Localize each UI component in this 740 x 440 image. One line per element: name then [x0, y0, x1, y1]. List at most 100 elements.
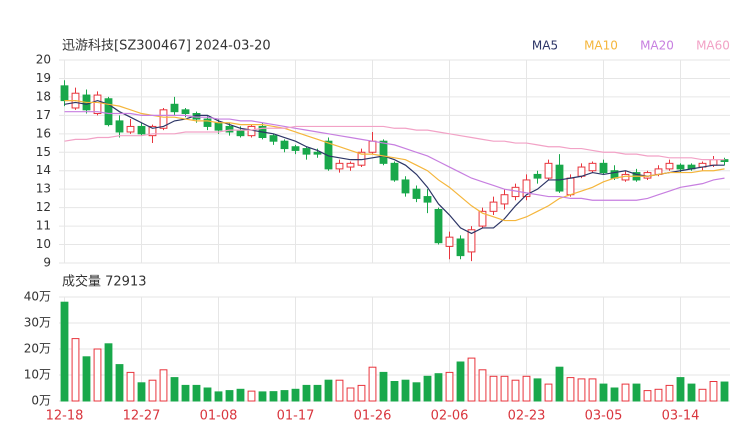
candle-body [225, 125, 234, 133]
volume-bar [665, 384, 674, 402]
legend-entry: MA20 [640, 39, 674, 53]
y-tick-label: 10万 [24, 368, 51, 382]
volume-bar [368, 366, 377, 402]
candle-body [665, 162, 674, 170]
x-tick-label: 03-14 [662, 409, 700, 424]
ma-line [64, 99, 725, 235]
volume-title: 成交量 72913 [62, 274, 147, 290]
volume-bar [555, 366, 564, 402]
volume-bar [181, 384, 190, 402]
candle-body [467, 229, 476, 253]
candle-body [214, 122, 223, 131]
x-tick-label: 02-06 [431, 409, 469, 424]
volume-bar [709, 381, 718, 402]
candle-body [555, 164, 564, 192]
candle-body [302, 148, 311, 155]
candle-body [170, 103, 179, 113]
candle-body [93, 94, 102, 115]
candle-body [401, 179, 410, 194]
candle-body [588, 162, 597, 172]
candle-body [599, 162, 608, 174]
volume-bar [621, 383, 630, 402]
candle-body [423, 196, 432, 203]
volume-bar [533, 378, 542, 402]
candle-body [445, 236, 454, 247]
ma-line [64, 100, 725, 222]
volume-bar [313, 384, 322, 402]
candle-body [566, 177, 575, 196]
volume-bar [214, 391, 223, 402]
y-tick-label: 11 [36, 219, 51, 233]
x-tick-label: 12-27 [123, 409, 161, 424]
volume-bar [434, 373, 443, 402]
volume-bar [522, 375, 531, 402]
x-tick-label: 01-26 [354, 409, 392, 424]
candle-body [313, 151, 322, 155]
legend-entry: MA5 [532, 39, 558, 53]
volume-bar [148, 379, 157, 402]
volume-bar [445, 371, 454, 402]
volume-bar [610, 387, 619, 402]
candle-body [434, 208, 443, 244]
volume-bar [60, 301, 69, 402]
y-tick-label: 13 [36, 182, 51, 196]
y-tick-label: 19 [36, 71, 51, 85]
volume-bar [401, 379, 410, 402]
volume-bar [566, 377, 575, 402]
volume-bar [390, 381, 399, 402]
candle-body [280, 140, 289, 150]
y-tick-label: 14 [36, 163, 51, 177]
y-tick-label: 0万 [31, 394, 51, 408]
y-tick-label: 16 [36, 126, 51, 140]
candle-body [368, 140, 377, 153]
candle-body [236, 129, 245, 137]
candle-body [104, 98, 113, 126]
candle-body [500, 194, 509, 205]
volume-bar [115, 364, 124, 402]
volume-bar [302, 384, 311, 402]
volume-bar [544, 383, 553, 402]
volume-bar [291, 388, 300, 402]
x-tick-label: 03-05 [585, 409, 623, 424]
volume-bar [335, 379, 344, 402]
volume-bar [137, 382, 146, 402]
volume-bar [104, 343, 113, 402]
volume-bar [456, 361, 465, 402]
volume-bar [500, 375, 509, 402]
candle-body [181, 109, 190, 115]
candle-body [379, 140, 388, 164]
volume-bar [467, 357, 476, 402]
volume-bar [676, 377, 685, 402]
volume-bar [357, 384, 366, 402]
legend-entry: MA60 [696, 39, 730, 53]
volume-bar [379, 371, 388, 402]
volume-bar [632, 383, 641, 402]
y-tick-label: 10 [36, 237, 51, 251]
volume-bar [346, 387, 355, 402]
chart-title: 迅游科技[SZ300467] 2024-03-20 [62, 39, 271, 54]
candle-body [148, 125, 157, 137]
candle-body [533, 173, 542, 179]
volume-bar [654, 388, 663, 402]
volume-bar [511, 379, 520, 402]
candle-body [544, 162, 553, 179]
candle-body [522, 179, 531, 198]
volume-bar [192, 384, 201, 402]
y-tick-label: 17 [36, 108, 51, 122]
volume-bar [258, 391, 267, 402]
ma-line [64, 125, 725, 161]
volume-bar [203, 387, 212, 402]
y-tick-label: 30万 [24, 316, 51, 330]
volume-bar [159, 369, 168, 402]
candle-body [478, 210, 487, 227]
volume-bar [643, 390, 652, 402]
volume-bar [247, 390, 256, 402]
candle-body [412, 188, 421, 199]
candle-body [60, 85, 69, 102]
candle-body [676, 164, 685, 170]
volume-bar [687, 383, 696, 402]
y-tick-label: 15 [36, 145, 51, 159]
volume-bar [489, 375, 498, 402]
candle-body [709, 159, 718, 166]
